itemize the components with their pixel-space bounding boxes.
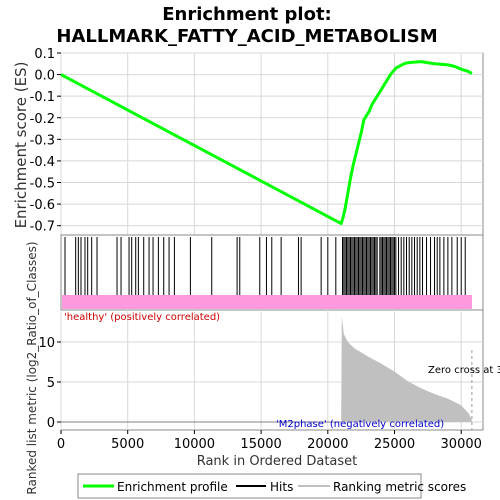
es-y-tick-label: -0.2 xyxy=(30,112,55,127)
es-y-tick-label: -0.4 xyxy=(30,155,55,170)
x-tick-label: 5000 xyxy=(111,437,144,452)
es-panel: 0.1 0.0 -0.1 -0.2 -0.3 -0.4 -0.5 -0.6 -0.7 xyxy=(30,47,484,236)
es-y-tick-label: 0.1 xyxy=(34,47,55,62)
chart-title-line1: Enrichment plot: xyxy=(162,4,332,25)
es-y-tick-label: -0.6 xyxy=(30,198,55,213)
es-y-tick-label: 0.0 xyxy=(34,69,55,84)
metric-panel: 0 5 10 'healthy' (positively correlated) '… xyxy=(38,309,500,431)
legend-ranking-metric-label: Ranking metric scores xyxy=(333,480,466,494)
hits-panel xyxy=(60,234,484,311)
hit-lines xyxy=(64,237,466,295)
x-tick-label: 25000 xyxy=(374,437,415,452)
es-grid xyxy=(60,52,483,235)
metric-y-tick-label: 10 xyxy=(38,336,55,351)
class-negative-label: 'M2phase' (negatively correlated) xyxy=(276,419,444,430)
es-panel-frame xyxy=(60,52,484,236)
chart-title-line2: HALLMARK_FATTY_ACID_METABOLISM xyxy=(56,26,437,47)
x-tick-label: 30000 xyxy=(441,437,482,452)
es-y-tick-label: -0.7 xyxy=(30,220,55,235)
x-tick-label: 15000 xyxy=(240,437,281,452)
enrichment-profile-line xyxy=(60,60,473,226)
legend-enrichment-profile-label: Enrichment profile xyxy=(117,480,228,494)
es-y-tick-label: -0.1 xyxy=(30,90,55,105)
x-tick-label: 0 xyxy=(57,437,65,452)
es-y-ticks: 0.1 0.0 -0.1 -0.2 -0.3 -0.4 -0.5 -0.6 -0.7 xyxy=(30,47,61,235)
metric-y-tick-label: 5 xyxy=(47,376,55,391)
x-tick-label: 20000 xyxy=(307,437,348,452)
x-axis-label: Rank in Ordered Dataset xyxy=(197,454,358,469)
hit-density-band xyxy=(62,295,472,309)
es-y-tick-label: -0.5 xyxy=(30,177,55,192)
metric-y-tick-label: 0 xyxy=(47,416,55,431)
x-axis-ticks: 0 5000 10000 15000 20000 25000 30000 xyxy=(57,430,482,452)
metric-y-ticks: 0 5 10 xyxy=(38,336,61,431)
es-y-axis-label: Enrichment score (ES) xyxy=(12,62,30,229)
legend: Enrichment profile Hits Ranking metric s… xyxy=(77,473,466,499)
class-positive-label: 'healthy' (positively correlated) xyxy=(64,312,220,323)
legend-hits-label: Hits xyxy=(270,480,293,494)
es-y-tick-label: -0.3 xyxy=(30,133,55,148)
metric-y-axis-label: Ranked list metric (log2_Ratio_of_Classe… xyxy=(25,241,39,494)
ranking-metric-area xyxy=(341,316,472,422)
x-tick-label: 10000 xyxy=(174,437,215,452)
zero-cross-label: Zero cross at 3 xyxy=(428,365,500,376)
